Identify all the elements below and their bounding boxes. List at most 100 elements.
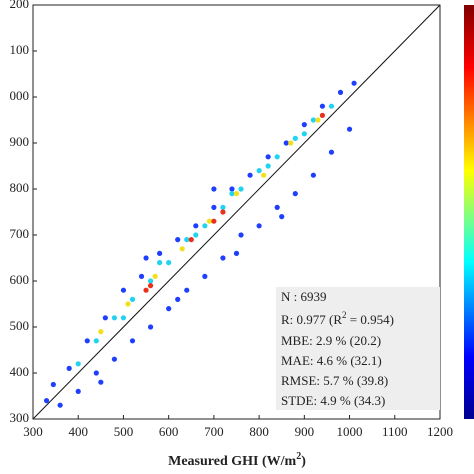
point xyxy=(157,260,163,266)
stat-n: N : 6939 xyxy=(281,289,327,304)
point xyxy=(43,398,50,404)
x-tick-label: 1100 xyxy=(382,424,408,439)
point xyxy=(220,255,226,261)
stat-r-rest: = 0.954) xyxy=(347,312,394,327)
point xyxy=(157,250,163,256)
point xyxy=(265,163,271,169)
y-tick-label: 300 xyxy=(10,410,30,425)
x-axis-label: Measured GHI (W/m2) xyxy=(168,451,306,469)
point xyxy=(111,356,117,362)
x-tick-label: 300 xyxy=(23,424,43,439)
point xyxy=(50,381,56,388)
x-tick-label: 800 xyxy=(249,424,269,439)
x-label-sup: 2 xyxy=(296,451,301,462)
point xyxy=(57,402,63,408)
point xyxy=(152,273,158,279)
point xyxy=(193,232,199,238)
point xyxy=(292,135,298,141)
y-tick-label: 400 xyxy=(10,364,30,379)
point xyxy=(274,154,280,160)
stat-line: MAE: 4.6 % (32.1) xyxy=(281,353,382,368)
point xyxy=(129,338,136,344)
point xyxy=(129,296,136,302)
point xyxy=(220,209,226,215)
point xyxy=(247,172,253,178)
stat-line: RMSE: 5.7 % (39.8) xyxy=(281,373,388,388)
x-tick-label: 1000 xyxy=(337,424,363,439)
point xyxy=(120,315,127,321)
point xyxy=(175,296,181,302)
y-tick-label: 900 xyxy=(10,134,30,149)
stat-r: R: 0.977 (R2 = 0.954) xyxy=(281,310,394,327)
point xyxy=(274,204,280,210)
point xyxy=(66,365,72,371)
point xyxy=(310,172,316,178)
point xyxy=(111,315,117,321)
point xyxy=(319,112,326,118)
point xyxy=(301,131,307,137)
point xyxy=(346,126,353,132)
x-tick-label: 1200 xyxy=(427,424,453,439)
point xyxy=(310,117,316,123)
x-tick-label: 700 xyxy=(204,424,224,439)
y-tick-label: 100 xyxy=(10,42,30,57)
y-tick-label: 800 xyxy=(10,180,30,195)
point xyxy=(147,278,154,284)
point xyxy=(206,218,212,224)
point xyxy=(138,273,145,279)
y-tick-label: 500 xyxy=(10,318,30,333)
point xyxy=(283,140,289,146)
point xyxy=(143,287,149,293)
point xyxy=(328,103,335,109)
point xyxy=(288,140,294,146)
y-tick-label: 000 xyxy=(10,88,30,103)
point xyxy=(75,388,81,394)
point xyxy=(229,186,235,192)
plot-area: 300 400 500 600 700 800 900 1000 1100 1200 300 400 5… xyxy=(10,0,454,439)
point xyxy=(337,89,344,95)
point xyxy=(175,237,181,243)
point xyxy=(261,172,267,178)
point xyxy=(143,255,149,261)
point xyxy=(120,287,127,293)
point xyxy=(147,283,154,289)
point xyxy=(233,250,240,256)
y-tick-label: 700 xyxy=(10,226,30,241)
point xyxy=(84,338,90,344)
point xyxy=(193,223,199,229)
point xyxy=(166,306,172,312)
stat-line: MBE: 2.9 % (20.2) xyxy=(281,333,381,348)
x-label-text: Measured GHI (W/m xyxy=(168,454,296,469)
point xyxy=(93,370,99,376)
x-label-rest: ) xyxy=(301,454,306,469)
x-tick-label: 400 xyxy=(68,424,88,439)
point xyxy=(315,117,321,123)
point xyxy=(256,168,262,174)
point xyxy=(211,218,217,224)
x-tick-label: 600 xyxy=(159,424,179,439)
point xyxy=(292,191,298,197)
one-to-one-line xyxy=(32,4,441,420)
point xyxy=(238,186,244,192)
point xyxy=(211,186,217,192)
point xyxy=(265,154,271,160)
point xyxy=(351,80,357,86)
axes-frame xyxy=(32,4,441,420)
point xyxy=(211,204,217,210)
point xyxy=(102,315,108,321)
point xyxy=(233,191,240,197)
point xyxy=(301,122,307,128)
x-tick-label: 500 xyxy=(114,424,134,439)
stat-r-sup: 2 xyxy=(342,310,347,320)
point xyxy=(179,246,185,252)
point xyxy=(147,324,154,330)
point xyxy=(166,260,172,266)
stat-r-text: R: 0.977 (R xyxy=(281,312,342,327)
point xyxy=(184,287,190,293)
point xyxy=(328,149,335,155)
point xyxy=(238,232,244,238)
colorbar xyxy=(464,5,474,419)
point xyxy=(256,223,262,229)
